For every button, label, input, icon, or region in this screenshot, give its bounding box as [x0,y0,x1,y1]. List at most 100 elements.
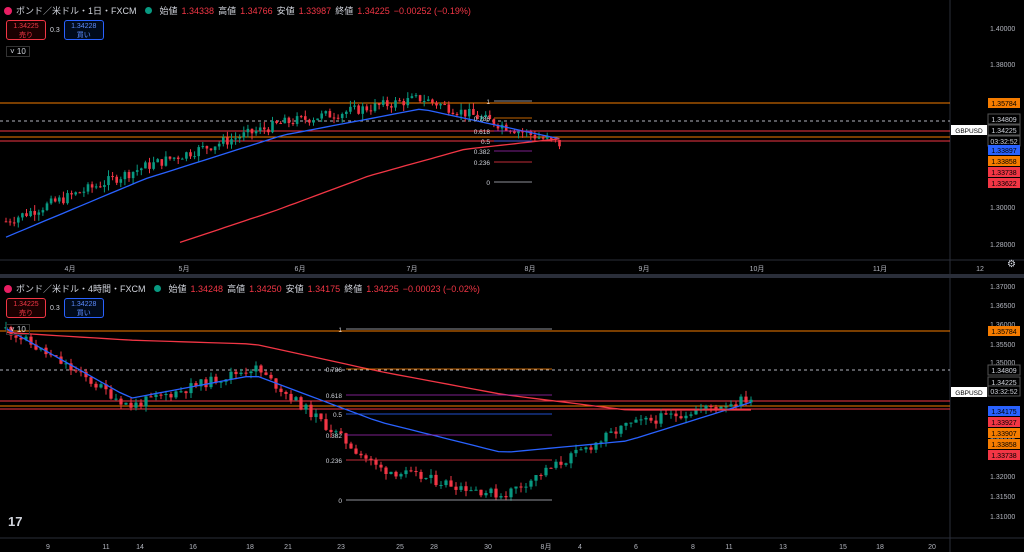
price-tag-box [988,326,1020,336]
candle-body [654,420,658,424]
candle-body [529,480,533,487]
date-tick-label: 4月 [65,265,76,273]
4h-chart-canvas[interactable]: 1.370001.365001.360001.355001.350001.345… [0,278,1024,552]
candle-body [659,413,663,424]
candle-body [509,488,513,498]
spread-value: 0.3 [50,26,60,34]
candle-body [99,384,103,388]
candle-body [205,146,209,149]
candle-body [344,433,348,444]
candle-body [189,152,192,157]
candle-body [644,417,648,420]
open-value: 1.34338 [181,5,215,16]
candle-body [489,488,493,494]
price-tag-box [988,417,1020,427]
candle-body [119,179,123,183]
date-tick-label: 8月 [541,543,552,551]
candle-body [279,388,283,392]
candle-body [94,383,98,388]
symbol-tag-label: GBPUSD [955,390,983,397]
candle-body [78,192,82,194]
open-label: 始値 [168,284,187,294]
candle-body [476,114,479,119]
date-tick-label: 14 [136,544,144,551]
candle-body [176,157,180,159]
indicator-collapse-button[interactable]: ˅ 10 [6,46,30,57]
symbol-title[interactable]: ポンド／米ドル・1日・FXCM [16,6,137,16]
price-tag-label: 1.33897 [991,148,1016,155]
indicator-collapse-button[interactable]: ˅ 10 [6,324,30,335]
candle-body [312,120,315,123]
fib-level-label: 0.618 [474,129,491,136]
sell-button[interactable]: 1.34225 売り [6,298,46,318]
candle-body [194,383,198,387]
symbol-tag-box [951,125,987,135]
candle-body [619,425,623,434]
candle-body [299,116,303,118]
candle-body [439,485,443,487]
date-tick-label: 13 [779,544,787,551]
chart-header: ポンド／米ドル・1日・FXCM 始値 1.34338 高値 1.34766 安値 1.… [4,4,471,17]
candle-body [185,152,188,159]
candle-body [410,96,414,99]
candle-body [70,193,73,195]
candle-body [89,377,93,384]
candle-body [8,221,12,223]
date-tick-label: 20 [928,544,936,551]
symbol-tag-label: GBPUSD [955,128,983,135]
candle-body [564,463,568,465]
low-value: 1.34175 [307,283,341,294]
candle-body [291,123,295,125]
candle-body [64,363,68,365]
moving-average-line [5,108,560,238]
date-tick-label: 16 [189,544,197,551]
fib-level-label: 1 [338,327,342,334]
sell-button[interactable]: 1.34225 売り [6,20,46,40]
candle-body [604,432,608,442]
price-tag-box [988,439,1020,449]
symbol-tag-box [951,387,987,397]
candle-body [447,104,451,113]
pane-separator[interactable] [0,274,1024,278]
gear-icon[interactable]: ⚙ [1007,259,1016,270]
daily-chart-pane[interactable]: 1.40000 1.38000 1.30000 1.28000 4月 5月 6月 7月 8月 9月… [0,0,1024,274]
candle-body [139,402,143,407]
price-tag-label: 1.34225 [991,380,1016,387]
candle-body [172,157,176,159]
candle-body [439,104,442,106]
candle-body [127,172,131,179]
candle-body [513,131,516,134]
price-tag-box [988,406,1020,416]
candle-body [492,119,496,126]
buy-button[interactable]: 1.34228 買い [63,20,104,40]
candle-body [239,372,243,375]
candle-body [381,100,385,105]
candle-body [390,106,393,108]
symbol-title[interactable]: ポンド／米ドル・4時間・FXCM [16,284,146,294]
candle-body [289,393,293,401]
candle-body [409,470,413,472]
buy-button[interactable]: 1.34228 買い [63,298,104,318]
low-label: 安値 [285,284,304,294]
tradingview-logo-icon: 17 [8,514,23,529]
candle-body [21,213,24,218]
price-tag-box [988,167,1020,177]
candle-body [33,211,36,215]
moving-average-line [5,331,751,411]
candle-body [104,384,108,390]
candle-body [414,95,418,97]
candle-body [537,137,541,139]
candle-body [66,193,69,204]
price-tag-label: 1.33927 [991,420,1016,427]
candle-body [124,402,128,405]
candle-body [17,217,20,223]
4h-chart-pane[interactable]: 1.370001.365001.360001.355001.350001.345… [0,278,1024,552]
price-tag-label: 1.35784 [991,101,1016,108]
date-tick-label: 5月 [179,265,190,273]
candle-body [589,447,593,450]
candle-body [474,489,478,491]
candle-body [258,127,262,131]
daily-chart-canvas[interactable]: 1.40000 1.38000 1.30000 1.28000 4月 5月 6月 7月 8月 9月… [0,0,1024,274]
price-tick-label: 1.31000 [990,514,1015,521]
price-tick-label: 1.31500 [990,494,1015,501]
